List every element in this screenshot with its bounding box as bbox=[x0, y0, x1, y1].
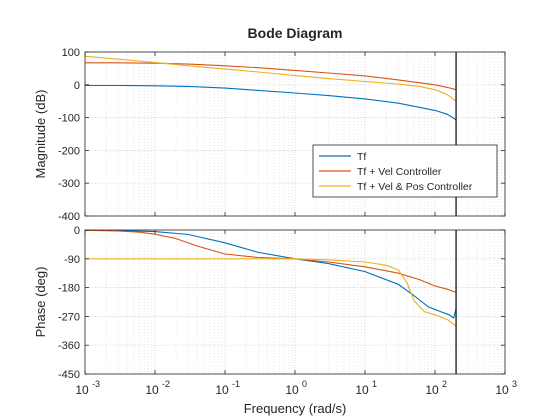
legend[interactable]: Tf Tf + Vel Controller Tf + Vel & Pos Cont… bbox=[313, 145, 497, 197]
y-tick-label: 0 bbox=[74, 80, 80, 92]
phase-panel: 0 -90 -180 -270 -360 -450 Phase (deg) bbox=[33, 225, 505, 381]
x-tick-exponent: -1 bbox=[232, 379, 240, 389]
x-tick-exponent: 3 bbox=[512, 379, 517, 389]
y-tick-label: -360 bbox=[58, 340, 80, 352]
phase-grid bbox=[85, 230, 505, 374]
x-tick-exponent: 2 bbox=[442, 379, 447, 389]
x-tick-exponent: 0 bbox=[302, 379, 307, 389]
legend-label-velpos: Tf + Vel & Pos Controller bbox=[357, 181, 473, 193]
x-tick-label: 10 bbox=[145, 383, 159, 397]
y-tick-label: -270 bbox=[58, 311, 80, 323]
x-tick-exponent: -2 bbox=[162, 379, 170, 389]
chart-title: Bode Diagram bbox=[248, 25, 343, 41]
y-tick-label: -450 bbox=[58, 369, 80, 381]
legend-label-vel: Tf + Vel Controller bbox=[357, 166, 442, 178]
x-tick-label: 10 bbox=[285, 383, 299, 397]
y-tick-label: -300 bbox=[58, 178, 80, 190]
x-tick-exponent: 1 bbox=[372, 379, 377, 389]
x-axis-label: Frequency (rad/s) bbox=[244, 401, 347, 416]
y-tick-label: -400 bbox=[58, 211, 80, 223]
y-tick-label: -100 bbox=[58, 113, 80, 125]
y-tick-label: 0 bbox=[74, 225, 80, 237]
legend-label-tf: Tf bbox=[357, 151, 366, 163]
y-tick-label: -180 bbox=[58, 283, 80, 295]
y-tick-label: -90 bbox=[64, 254, 80, 266]
x-tick-label: 10 bbox=[495, 383, 509, 397]
x-tick-label: 10 bbox=[355, 383, 369, 397]
x-tick-label: 10 bbox=[425, 383, 439, 397]
y-tick-label: -200 bbox=[58, 145, 80, 157]
x-tick-label: 10 bbox=[75, 383, 89, 397]
magnitude-y-axis-label: Magnitude (dB) bbox=[33, 90, 48, 179]
phase-y-axis-label: Phase (deg) bbox=[33, 267, 48, 338]
y-tick-label: 100 bbox=[62, 47, 80, 59]
x-tick-label: 10 bbox=[215, 383, 229, 397]
x-tick-exponent: -3 bbox=[92, 379, 100, 389]
